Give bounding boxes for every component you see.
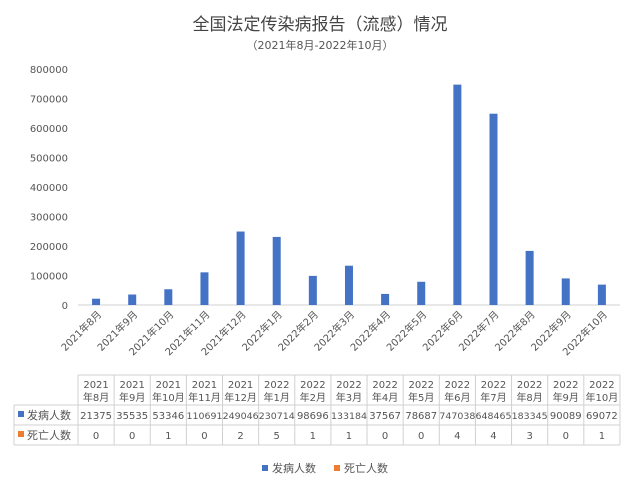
table-header: 2022 (445, 380, 470, 391)
bar-发病人数 (344, 265, 353, 305)
table-header: 年5月 (408, 391, 434, 404)
y-tick-label: 400000 (30, 183, 68, 194)
table-cell: 0 (129, 431, 135, 442)
table-cell: 183345 (512, 412, 548, 422)
table-cell: 90089 (550, 411, 582, 422)
bar-发病人数 (381, 293, 390, 305)
table-cell: 0 (418, 431, 424, 442)
table-header: 2022 (481, 380, 506, 391)
table-header: 2021 (228, 380, 253, 391)
bar-发病人数 (417, 281, 426, 305)
table-cell: 249046 (223, 412, 259, 422)
bar-发病人数 (92, 298, 101, 305)
table-cell: 78687 (405, 411, 437, 422)
table-cell: 4 (490, 431, 496, 442)
table-header: 年2月 (300, 391, 326, 404)
table-header: 2022 (336, 380, 361, 391)
bar-发病人数 (525, 250, 534, 305)
legend-key-死亡人数 (18, 431, 24, 437)
table-cell: 2 (237, 431, 243, 442)
y-tick-label: 800000 (30, 65, 68, 76)
table-header: 年11月 (188, 391, 221, 404)
table-header: 年9月 (553, 391, 579, 404)
table-header: 年1月 (264, 391, 290, 404)
table-cell: 3 (526, 431, 532, 442)
table-cell: 110691 (186, 412, 222, 422)
table-header: 年6月 (444, 391, 470, 404)
table-header: 年8月 (83, 391, 109, 404)
table-header: 2022 (517, 380, 542, 391)
bar-发病人数 (236, 231, 245, 305)
table-cell: 69072 (586, 411, 618, 422)
legend-label: 发病人数 (272, 461, 316, 475)
table-row-label: 死亡人数 (27, 428, 71, 442)
table-header: 2021 (192, 380, 217, 391)
table-header: 2021 (156, 380, 181, 391)
bar-发病人数 (128, 294, 137, 305)
table-header: 2021 (119, 380, 144, 391)
y-tick-label: 700000 (30, 95, 68, 106)
table-header: 年10月 (586, 391, 619, 404)
bar-发病人数 (308, 275, 317, 305)
table-cell: 1 (165, 431, 171, 442)
y-tick-label: 0 (62, 301, 68, 312)
table-header: 年10月 (152, 391, 185, 404)
table-row-label: 发病人数 (27, 408, 71, 422)
bar-发病人数 (561, 278, 570, 305)
legend-marker (334, 465, 340, 471)
legend-label: 死亡人数 (344, 461, 388, 475)
table-header: 年12月 (224, 391, 257, 404)
table-cell: 98696 (297, 411, 329, 422)
table-cell: 0 (563, 431, 569, 442)
bar-发病人数 (164, 289, 173, 305)
chart-subtitle: （2021年8月-2022年10月） (246, 39, 394, 52)
y-tick-label: 600000 (30, 124, 68, 135)
bar-发病人数 (272, 236, 281, 305)
table-cell: 53346 (152, 411, 184, 422)
bar-发病人数 (200, 272, 209, 305)
table-cell: 1 (346, 431, 352, 442)
y-tick-label: 100000 (30, 272, 68, 283)
table-header: 2022 (553, 380, 578, 391)
table-cell: 4 (454, 431, 460, 442)
table-header: 2022 (300, 380, 325, 391)
table-header: 年7月 (480, 391, 506, 404)
table-header: 2021 (83, 380, 108, 391)
table-header: 2022 (372, 380, 397, 391)
table-header: 2022 (589, 380, 614, 391)
table-cell: 133184 (331, 412, 367, 422)
table-header: 2022 (264, 380, 289, 391)
table-header: 年4月 (372, 391, 398, 404)
table-header: 年3月 (336, 391, 362, 404)
y-tick-label: 500000 (30, 154, 68, 165)
bar-发病人数 (489, 113, 498, 306)
table-cell: 21375 (80, 411, 112, 422)
legend-key-发病人数 (18, 411, 24, 417)
table-cell: 230714 (259, 412, 295, 422)
table-header: 年8月 (516, 391, 542, 404)
table-cell: 0 (201, 431, 207, 442)
table-cell: 5 (274, 431, 280, 442)
table-cell: 1 (599, 431, 605, 442)
bar-发病人数 (453, 84, 462, 306)
table-cell: 0 (93, 431, 99, 442)
table-cell: 0 (382, 431, 388, 442)
table-cell: 747038 (439, 412, 475, 422)
table-header: 2022 (409, 380, 434, 391)
y-tick-label: 200000 (30, 242, 68, 253)
legend-marker (262, 465, 268, 471)
table-cell: 37567 (369, 411, 401, 422)
chart-title: 全国法定传染病报告（流感）情况 (192, 15, 448, 35)
table-cell: 35535 (116, 411, 148, 422)
bar-发病人数 (597, 284, 606, 305)
table-cell: 1 (310, 431, 316, 442)
table-cell: 648465 (475, 412, 511, 422)
y-tick-label: 300000 (30, 213, 68, 224)
table-header: 年9月 (119, 391, 145, 404)
